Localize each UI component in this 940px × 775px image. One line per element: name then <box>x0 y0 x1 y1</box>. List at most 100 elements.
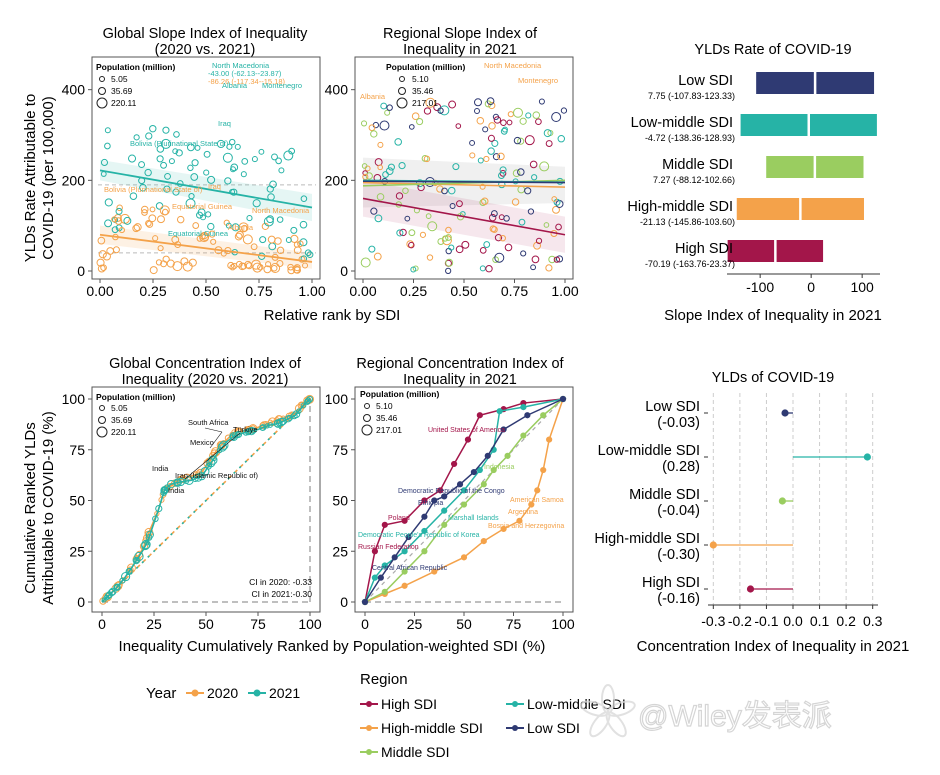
regional-ci-middle-point <box>460 501 468 508</box>
regional-ci-low-middle-point <box>381 562 388 569</box>
regional-ci-middle-point <box>381 588 388 595</box>
global-sii-2021-point <box>225 222 232 229</box>
region-legend-low-label: Low SDI <box>527 720 580 736</box>
regional-sii-high-middle-point <box>499 234 506 242</box>
panel-global-sii-title-line2: (2020 vs. 2021) <box>155 42 256 58</box>
global-sii-2020-point <box>245 262 253 270</box>
global-sii-2021-point <box>162 126 170 134</box>
regional-sii-low-point <box>513 136 522 145</box>
global-sii-2021-point <box>104 198 113 207</box>
global-sii-2020-point <box>234 232 243 241</box>
global-sii-2021-point <box>275 157 282 165</box>
global-sii-2020-point <box>267 235 276 244</box>
panel-ci-lollipop-x-axis-label: Concentration Index of Inequality in 202… <box>637 638 910 655</box>
annotation-dprk: Democratic People's Republic of Korea <box>358 532 480 539</box>
annotation-south-africa: South Africa <box>188 418 229 427</box>
global-sii-2021-point <box>304 249 312 257</box>
annotation-sii-2020: -86.26 (-117.34--15.18) <box>208 77 285 86</box>
panel-global-sii-population-legend: Population (million) 5.05 35.69 220.11 <box>96 62 175 109</box>
regional-sii-low-middle-point <box>394 138 402 146</box>
regional-sii-middle-point <box>492 256 499 263</box>
regional-sii-low-point <box>437 107 444 114</box>
global-sii-2021-point <box>172 148 179 155</box>
x-axis-label-top: Relative rank by SDI <box>264 307 401 324</box>
pop-legend-large: 220.11 <box>111 98 137 108</box>
global-sii-2020-point <box>293 246 302 255</box>
global-sii-2020-point <box>235 230 244 239</box>
regional-ci-low-middle-point <box>520 404 527 411</box>
regional-ci-low-point <box>405 533 412 541</box>
panel-sii-bar-plot-area: -100 0 100 Low SDI 7.75 (-107.83-123.33) Low-… <box>627 72 880 295</box>
regional-sii-high-middle-fit-line <box>362 181 566 188</box>
regional-sii-high-fit-line <box>362 197 566 236</box>
regional-sii-high-middle-point <box>551 196 558 202</box>
regional-sii-middle-point <box>408 229 416 237</box>
regional-sii-high-point <box>399 228 407 237</box>
regional-sii-high-middle-point <box>545 264 553 272</box>
year-legend-2020-marker <box>191 689 199 697</box>
regional-sii-high-point <box>455 245 464 254</box>
global-sii-2020-point <box>114 217 123 225</box>
regional-sii-high-point <box>535 118 542 126</box>
regional-ci-high-middle-point <box>540 466 547 474</box>
global-sii-2020-point <box>241 224 248 232</box>
global-sii-2021-point <box>271 153 278 161</box>
global-sii-2020-point <box>149 206 156 213</box>
regional-sii-high-middle-point <box>481 197 489 205</box>
global-ci-2021-point <box>286 414 293 421</box>
global-sii-2021-point <box>241 158 249 165</box>
regional-sii-middle-point <box>512 169 521 178</box>
global-sii-2020-point <box>171 235 180 244</box>
global-sii-2021-point <box>203 150 211 158</box>
annotation-car: Central African Republic <box>372 565 448 572</box>
regional-ci-low-point <box>500 426 507 433</box>
pop-legend-medium-marker <box>98 416 106 424</box>
regional-ci-x-tick-label: 100 <box>551 616 575 632</box>
global-sii-2020-point <box>141 209 148 216</box>
regional-sii-high-middle-point <box>425 97 436 108</box>
regional-ci-low-middle-point <box>441 507 448 514</box>
annotation-marshall-islands: Marshall Islands <box>448 515 499 522</box>
annotation-bolivia-2020: Bolivia (Plurinational State of) <box>104 185 203 194</box>
regional-sii-low-point <box>555 255 564 263</box>
regional-sii-high-middle-point <box>423 155 431 163</box>
global-ci-x-tick-label: 50 <box>198 616 214 632</box>
sii-bar-ci-label: 7.75 (-107.83-123.33) <box>648 91 735 101</box>
year-legend-2020-label: 2020 <box>207 685 238 701</box>
ci-lollipop-x-tick-label: 0.3 <box>863 613 883 629</box>
regional-sii-low-middle-point <box>543 129 552 138</box>
annotation-north-macedonia-2020: North Macedonia <box>252 206 310 215</box>
regional-sii-high-point <box>461 240 470 249</box>
regional-ci-low-point <box>391 554 398 561</box>
annotation-poland: Poland <box>388 515 410 522</box>
panel-regional-sii-title-line2: Inequality in 2021 <box>403 42 517 58</box>
ci-lollipop-middle-dot <box>778 497 786 505</box>
panel-ci-lollipop-plot-area: -0.3 -0.2 -0.1 0.0 0.1 0.2 0.3 Low SDI(-0.03) Lo… <box>594 393 883 629</box>
regional-ci-x-tick-label: 0 <box>361 616 369 632</box>
ci-lollipop-value-label: (0.28) <box>662 459 700 475</box>
panel-sii-bar-title: YLDs Rate of COVID-19 <box>694 42 851 58</box>
regional-sii-high-middle-point <box>483 155 490 163</box>
regional-sii-low-point <box>441 187 448 195</box>
region-legend-high-middle-label: High-middle SDI <box>381 720 483 736</box>
global-ci-2021-point <box>113 583 121 591</box>
regional-sii-middle-point <box>360 257 371 268</box>
y-axis-label-bottom-line1: Cumulative Ranked YLDs <box>22 422 39 593</box>
annotation-india-2021: India <box>168 486 185 495</box>
global-ci-2021-point <box>105 591 113 599</box>
global-ci-y-tick-label: 75 <box>69 442 85 458</box>
global-ci-2021-point <box>152 515 159 523</box>
regional-sii-low-point <box>482 126 489 133</box>
regional-ci-high-middle-point <box>528 501 535 508</box>
regional-sii-high-middle-point <box>488 122 496 130</box>
regional-ci-middle-point <box>480 481 487 488</box>
ci-lollipop-value-label: (-0.04) <box>657 503 700 519</box>
regional-sii-low-point <box>560 107 568 114</box>
global-ci-2021-point <box>145 534 153 541</box>
global-sii-2021-point <box>229 138 236 146</box>
regional-ci-high-middle-point <box>534 487 541 494</box>
global-sii-2021-point <box>194 144 201 151</box>
pop-legend-medium: 35.69 <box>111 415 133 425</box>
pop-legend-medium-marker <box>98 87 106 95</box>
regional-sii-low-middle-point <box>499 166 507 174</box>
